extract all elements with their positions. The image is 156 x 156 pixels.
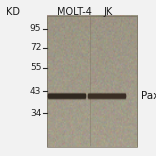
Text: 34: 34 [30, 109, 41, 118]
Text: KD: KD [6, 7, 20, 17]
Text: JK: JK [103, 7, 112, 17]
Text: 55: 55 [30, 63, 41, 72]
Text: 95: 95 [30, 24, 41, 33]
Text: 43: 43 [30, 87, 41, 96]
Bar [47, 16, 137, 147]
Text: 72: 72 [30, 43, 41, 52]
Text: MOLT-4: MOLT-4 [57, 7, 92, 17]
Text: Pax5: Pax5 [141, 91, 156, 101]
